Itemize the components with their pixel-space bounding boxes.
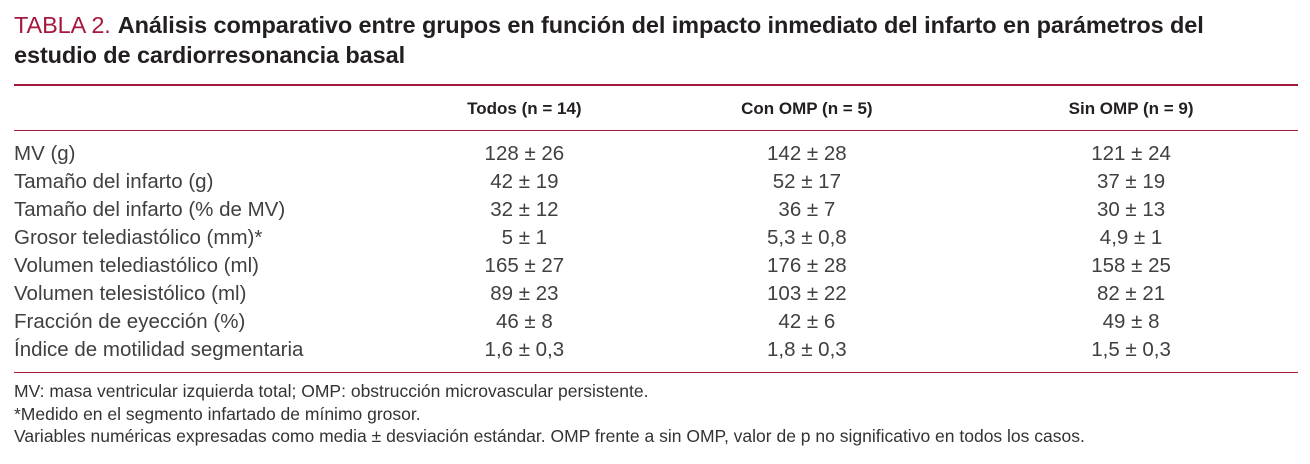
cell-value: 128 ± 26 bbox=[484, 142, 565, 165]
cell-value: 158 ± 25 bbox=[1091, 254, 1171, 277]
cell-value: 89 ± 23 bbox=[490, 282, 559, 305]
cell-value: 1,6 ± 0,3 bbox=[399, 336, 650, 373]
table-row: Fracción de eyección (%) 46 ± 8 42 ± 6 4… bbox=[14, 308, 1298, 336]
cell-value: 52 ± 17 bbox=[772, 170, 841, 193]
cell-value: 121 ± 24 bbox=[1091, 142, 1171, 165]
footnote-abbreviations: MV: masa ventricular izquierda total; OM… bbox=[14, 381, 649, 401]
column-header-con-omp: Con OMP (n = 5) bbox=[649, 85, 965, 131]
cell-value: 1,5 ± 0,3 bbox=[964, 336, 1298, 373]
cell-value: 1,8 ± 0,3 bbox=[649, 336, 965, 373]
cell-value: 37 ± 19 bbox=[1096, 170, 1166, 193]
table-row: Índice de motilidad segmentaria 1,6 ± 0,… bbox=[14, 336, 1298, 373]
cell-value: 176 ± 28 bbox=[767, 254, 847, 277]
table-number-label: TABLA 2. bbox=[14, 12, 111, 38]
table-title: TABLA 2. Análisis comparativo entre grupo… bbox=[14, 10, 1286, 70]
cell-value: 49 ± 8 bbox=[1102, 310, 1160, 333]
cell-value: 5,3 ± 0,8 bbox=[767, 226, 847, 249]
table-row: Volumen telediastólico (ml) 165 ± 27 176… bbox=[14, 252, 1298, 280]
row-label: Tamaño del infarto (% de MV) bbox=[14, 198, 286, 221]
table-row: Volumen telesistólico (ml) 89 ± 23 103 ±… bbox=[14, 280, 1298, 308]
comparative-table: Todos (n = 14) Con OMP (n = 5) Sin OMP (… bbox=[14, 84, 1298, 373]
row-label: Fracción de eyección (%) bbox=[14, 310, 246, 333]
table-header-row: Todos (n = 14) Con OMP (n = 5) Sin OMP (… bbox=[14, 85, 1298, 131]
cell-value: 46 ± 8 bbox=[495, 310, 553, 333]
row-label: MV (g) bbox=[14, 142, 76, 165]
cell-value: 30 ± 13 bbox=[1096, 198, 1166, 221]
row-label: Grosor telediastólico (mm)* bbox=[14, 226, 263, 249]
table-row: Grosor telediastólico (mm)* 5 ± 1 5,3 ± … bbox=[14, 224, 1298, 252]
column-header-empty bbox=[14, 85, 400, 131]
cell-value: 42 ± 19 bbox=[490, 170, 559, 193]
cell-value: 36 ± 7 bbox=[778, 198, 836, 221]
cell-value: 5 ± 1 bbox=[501, 226, 548, 249]
cell-value: 82 ± 21 bbox=[1096, 282, 1166, 305]
table-row: Tamaño del infarto (% de MV) 32 ± 12 36 … bbox=[14, 196, 1298, 224]
table-footnotes: MV: masa ventricular izquierda total; OM… bbox=[14, 380, 1298, 448]
cell-value: 42 ± 6 bbox=[778, 310, 836, 333]
column-header-todos: Todos (n = 14) bbox=[399, 85, 650, 131]
footnote-asterisk: *Medido en el segmento infartado de míni… bbox=[14, 403, 421, 424]
table-row: MV (g) 128 ± 26 142 ± 28 121 ± 24 bbox=[14, 131, 1298, 169]
cell-value: 103 ± 22 bbox=[767, 282, 847, 305]
cell-value: 4,9 ± 1 bbox=[1099, 226, 1163, 249]
cell-value: 165 ± 27 bbox=[484, 254, 565, 277]
row-label: Volumen telesistólico (ml) bbox=[14, 282, 247, 305]
table-row: Tamaño del infarto (g) 42 ± 19 52 ± 17 3… bbox=[14, 168, 1298, 196]
row-label: Tamaño del infarto (g) bbox=[14, 170, 214, 193]
table-caption: Análisis comparativo entre grupos en fun… bbox=[14, 12, 1204, 68]
row-label: Volumen telediastólico (ml) bbox=[14, 254, 259, 277]
row-label: Índice de motilidad segmentaria bbox=[14, 336, 400, 373]
cell-value: 142 ± 28 bbox=[767, 142, 847, 165]
footnote-statistics: Variables numéricas expresadas como medi… bbox=[14, 426, 1085, 446]
cell-value: 32 ± 12 bbox=[490, 198, 559, 221]
column-header-sin-omp: Sin OMP (n = 9) bbox=[964, 85, 1298, 131]
